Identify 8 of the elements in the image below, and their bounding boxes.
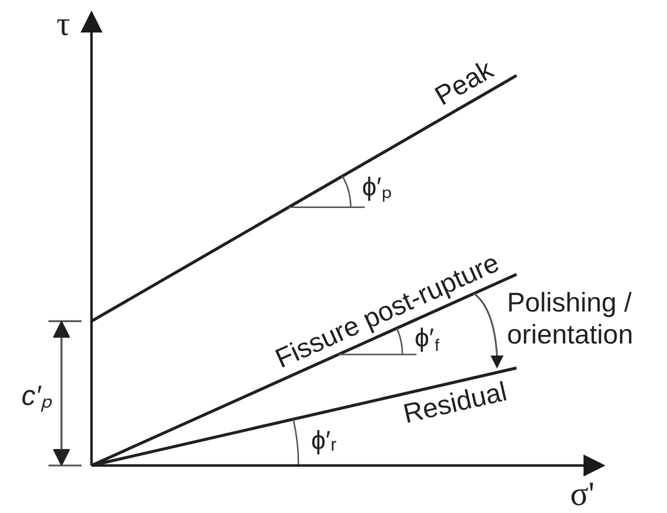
text: c′ₚ [22,380,53,412]
text: Peak [430,54,499,112]
annotation: ϕ′ₚ [362,171,392,202]
annotation: ϕ′ᵣ [311,425,337,456]
legend-label: Residual [400,376,510,429]
annotation: Polishing / orientation [507,288,634,350]
x-axis-title: σ' [570,476,595,513]
y-axis-title: τ [56,6,70,43]
